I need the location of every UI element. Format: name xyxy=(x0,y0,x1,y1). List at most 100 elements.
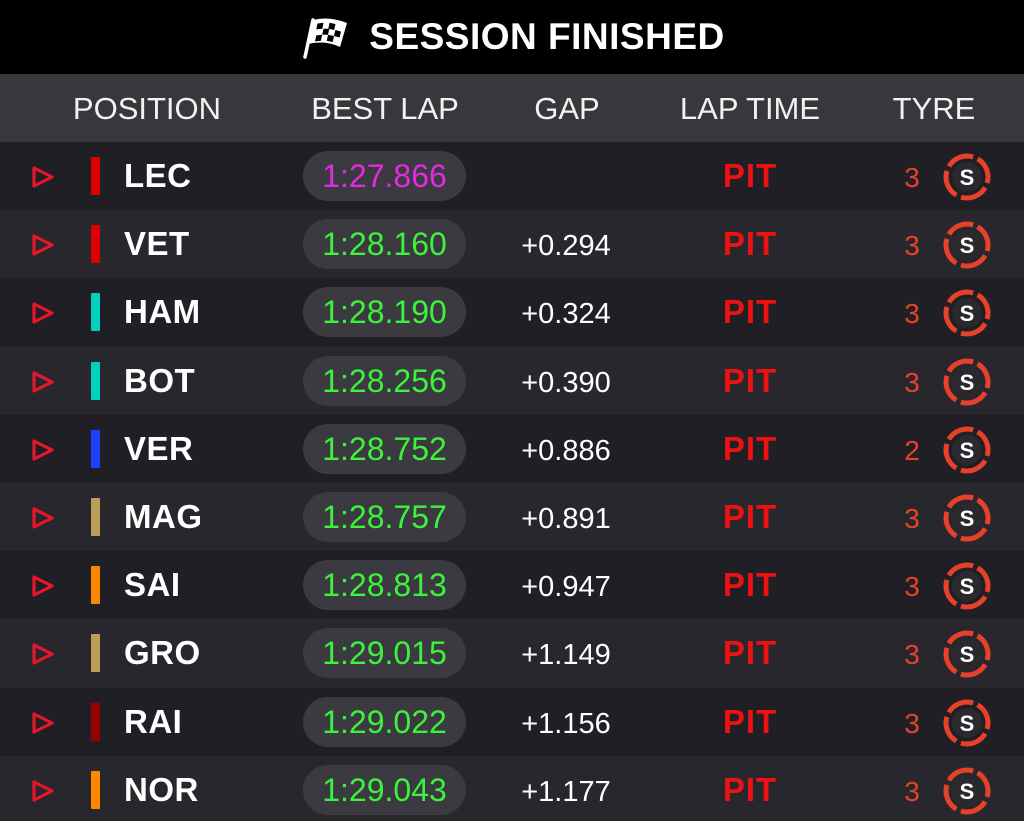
lap-time-status: PIT xyxy=(722,157,778,194)
best-lap-time: 1:29.022 xyxy=(303,696,466,747)
soft-tyre-icon: S xyxy=(943,426,991,474)
driver-code: VET xyxy=(124,225,190,263)
title-bar: SESSION FINISHED xyxy=(0,0,1024,74)
lap-time-status: PIT xyxy=(722,566,778,604)
gap-value: +0.891 xyxy=(521,502,611,535)
team-color-bar xyxy=(91,770,100,809)
tyre-compound-label: S xyxy=(960,438,975,463)
soft-tyre-icon: S xyxy=(943,289,991,337)
tyre-compound-label: S xyxy=(960,233,975,258)
soft-tyre-icon: S xyxy=(943,494,991,542)
table-row[interactable]: HAM 1:28.190 +0.324 PIT 3 S xyxy=(0,278,1024,347)
table-row[interactable]: SAI 1:28.813 +0.947 PIT 3 S xyxy=(0,551,1024,620)
gap-value: +0.324 xyxy=(521,298,611,331)
team-color-bar xyxy=(91,293,100,332)
team-color-bar xyxy=(91,225,100,264)
tyre-age: 3 xyxy=(904,639,920,671)
tyre-age: 2 xyxy=(904,434,920,466)
gap-value: +1.156 xyxy=(521,707,611,740)
driver-code: SAI xyxy=(124,566,181,604)
soft-tyre-icon: S xyxy=(943,358,991,406)
tyre-compound-label: S xyxy=(960,506,975,531)
play-arrow-icon[interactable] xyxy=(30,165,56,189)
driver-code: MAG xyxy=(124,497,203,535)
gap-value: +0.886 xyxy=(521,434,611,467)
best-lap-time: 1:28.813 xyxy=(303,560,466,611)
tyre-age: 3 xyxy=(904,502,920,534)
soft-tyre-icon: S xyxy=(943,153,991,201)
tyre-compound-label: S xyxy=(960,711,975,736)
best-lap-time: 1:29.015 xyxy=(303,628,466,679)
best-lap-time: 1:29.043 xyxy=(303,764,466,815)
soft-tyre-icon: S xyxy=(943,630,991,678)
table-row[interactable]: GRO 1:29.015 +1.149 PIT 3 S xyxy=(0,619,1024,688)
play-arrow-icon[interactable] xyxy=(30,779,56,803)
soft-tyre-icon: S xyxy=(943,699,991,746)
tyre-age: 3 xyxy=(904,230,920,262)
lap-time-status: PIT xyxy=(722,634,778,672)
play-arrow-icon[interactable] xyxy=(30,370,56,394)
best-lap-time: 1:27.866 xyxy=(303,151,466,201)
driver-code: VER xyxy=(124,429,194,467)
table-row[interactable]: VER 1:28.752 +0.886 PIT 2 S xyxy=(0,414,1024,483)
lap-time-status: PIT xyxy=(722,770,778,808)
gap-value: +0.390 xyxy=(521,366,611,399)
column-header-gap: GAP xyxy=(534,91,600,126)
team-color-bar xyxy=(91,497,100,536)
best-lap-time: 1:28.190 xyxy=(303,287,466,338)
lap-time-status: PIT xyxy=(722,429,778,467)
play-arrow-icon[interactable] xyxy=(30,233,56,257)
driver-code: LEC xyxy=(124,157,192,194)
table-row[interactable]: VET 1:28.160 +0.294 PIT 3 S xyxy=(0,210,1024,279)
tyre-age: 3 xyxy=(904,571,920,603)
table-row[interactable]: NOR 1:29.043 +1.177 PIT 3 S xyxy=(0,755,1024,821)
lap-time-status: PIT xyxy=(722,293,778,331)
tyre-compound-label: S xyxy=(960,642,975,667)
lap-time-status: PIT xyxy=(722,702,778,740)
team-color-bar xyxy=(91,566,100,605)
table-row[interactable]: BOT 1:28.256 +0.390 PIT 3 S xyxy=(0,346,1024,415)
gap-value xyxy=(510,142,622,210)
tyre-compound-label: S xyxy=(960,779,975,804)
tyre-age: 3 xyxy=(904,298,920,330)
play-arrow-icon[interactable] xyxy=(30,438,56,462)
soft-tyre-icon: S xyxy=(943,767,991,815)
driver-code: RAI xyxy=(124,702,183,740)
table-row[interactable]: MAG 1:28.757 +0.891 PIT 3 S xyxy=(0,482,1024,552)
tyre-compound-label: S xyxy=(960,370,975,395)
timing-table: LEC 1:27.866 PIT 3 S VET 1:28.160 +0.294 PIT 3 S … xyxy=(0,142,1024,821)
table-row[interactable]: LEC 1:27.866 PIT 3 S xyxy=(0,142,1024,211)
column-header-lap-time: LAP TIME xyxy=(679,91,821,126)
lap-time-status: PIT xyxy=(722,225,778,263)
best-lap-time: 1:28.752 xyxy=(303,423,466,474)
team-color-bar xyxy=(91,361,100,400)
driver-code: HAM xyxy=(124,293,201,331)
lap-time-status: PIT xyxy=(722,497,778,535)
tyre-compound-label: S xyxy=(960,165,975,190)
driver-code: BOT xyxy=(124,361,196,399)
play-arrow-icon[interactable] xyxy=(30,711,56,735)
best-lap-time: 1:28.160 xyxy=(303,219,466,270)
gap-value: +1.177 xyxy=(521,775,611,808)
play-arrow-icon[interactable] xyxy=(30,574,56,598)
column-header-tyre: TYRE xyxy=(892,91,976,126)
best-lap-time: 1:28.256 xyxy=(303,355,466,406)
tyre-compound-label: S xyxy=(960,574,975,599)
tyre-age: 3 xyxy=(904,162,920,193)
tyre-age: 3 xyxy=(904,775,920,807)
play-arrow-icon[interactable] xyxy=(30,506,56,530)
column-header-best-lap: BEST LAP xyxy=(311,91,459,126)
team-color-bar xyxy=(91,702,100,741)
soft-tyre-icon: S xyxy=(943,221,991,269)
gap-value: +0.947 xyxy=(521,571,611,604)
table-header: POSITION BEST LAP GAP LAP TIME TYRE xyxy=(0,74,1024,142)
tyre-age: 3 xyxy=(904,366,920,398)
gap-value: +1.149 xyxy=(521,639,611,672)
play-arrow-icon[interactable] xyxy=(30,301,56,325)
driver-code: GRO xyxy=(124,634,201,672)
play-arrow-icon[interactable] xyxy=(30,642,56,666)
soft-tyre-icon: S xyxy=(943,562,991,610)
best-lap-time: 1:28.757 xyxy=(303,491,466,542)
driver-code: NOR xyxy=(124,770,199,808)
table-row[interactable]: RAI 1:29.022 +1.156 PIT 3 S xyxy=(0,687,1024,756)
